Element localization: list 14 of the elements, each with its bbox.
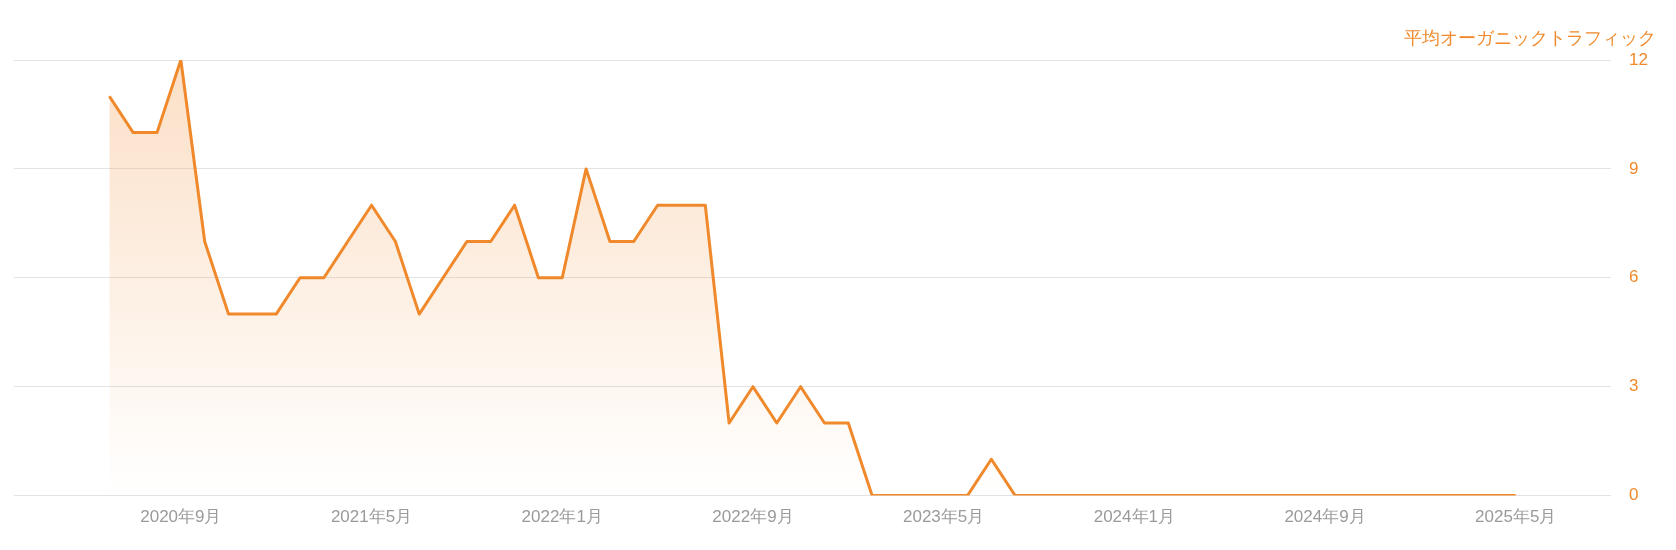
y-tick-label: 0	[1629, 485, 1639, 505]
x-tick-label: 2025年5月	[1475, 507, 1557, 527]
x-tick-label: 2023年5月	[903, 507, 985, 527]
x-tick-label: 2021年5月	[330, 507, 413, 527]
x-tick-label: 2024年9月	[1284, 507, 1366, 527]
x-tick-label: 2024年1月	[1093, 507, 1175, 527]
y-tick-label: 9	[1629, 158, 1639, 178]
x-tick-label: 2022年1月	[521, 507, 603, 527]
y-axis-title: 平均オーガニックトラフィック	[1404, 26, 1656, 50]
y-tick-label: 3	[1629, 376, 1639, 396]
x-tick-label: 2022年9月	[712, 507, 794, 527]
y-tick-label: 12	[1629, 49, 1649, 69]
x-tick-label: 2020年9月	[140, 507, 222, 527]
y-tick-label: 6	[1629, 267, 1639, 287]
